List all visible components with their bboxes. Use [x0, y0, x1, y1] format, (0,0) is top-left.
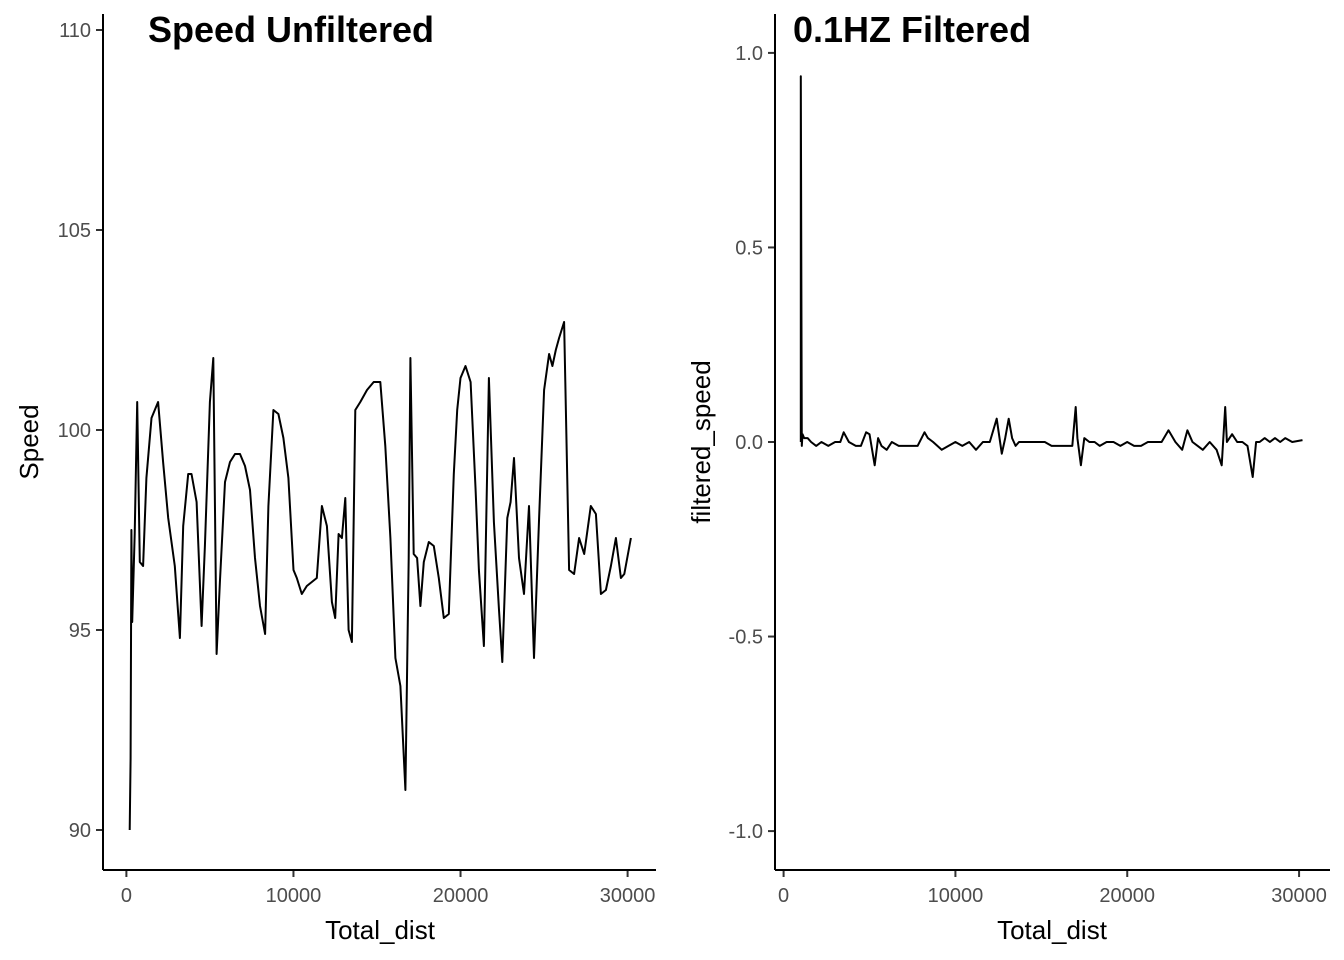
x-tick-label: 10000 — [928, 885, 984, 907]
y-tick-label: 105 — [58, 220, 91, 242]
x-axis-ticks: 0 10000 20000 30000 — [121, 870, 656, 907]
filtered-speed-series-line — [799, 75, 1303, 478]
y-tick-label: 110 — [59, 20, 91, 42]
x-tick-label: 20000 — [1099, 885, 1155, 907]
x-tick-label: 20000 — [433, 885, 489, 907]
x-tick-label: 10000 — [266, 885, 322, 907]
x-tick-label: 0 — [778, 885, 789, 907]
y-tick-label: 100 — [58, 420, 91, 442]
x-axis-label: Total_dist — [997, 915, 1108, 945]
y-axis-ticks: -1.0 -0.5 0.0 0.5 1.0 — [729, 43, 775, 843]
x-axis-ticks: 0 10000 20000 30000 — [778, 870, 1327, 907]
panel-title: Speed Unfiltered — [148, 9, 434, 50]
y-axis-label: Speed — [14, 404, 44, 479]
y-axis-label: filtered_speed — [686, 360, 716, 523]
y-tick-label: -0.5 — [729, 627, 763, 649]
speed-series-line — [128, 321, 632, 831]
speed-unfiltered-panel: 90 95 100 105 110 0 10000 20000 30000 Speed Unf… — [14, 9, 656, 945]
filtered-panel: -1.0 -0.5 0.0 0.5 1.0 0 10000 20000 30000 0.1HZ… — [686, 9, 1330, 945]
x-tick-label: 0 — [121, 885, 132, 907]
x-axis-label: Total_dist — [325, 915, 436, 945]
y-tick-label: 0.5 — [735, 237, 763, 259]
y-tick-label: 0.0 — [735, 432, 763, 454]
x-tick-label: 30000 — [600, 885, 656, 907]
y-axis-ticks: 90 95 100 105 110 — [58, 20, 103, 842]
y-tick-label: 90 — [69, 820, 91, 842]
panel-title: 0.1HZ Filtered — [793, 9, 1031, 50]
y-tick-label: 95 — [69, 620, 91, 642]
x-tick-label: 30000 — [1271, 885, 1327, 907]
y-tick-label: 1.0 — [735, 43, 763, 65]
y-tick-label: -1.0 — [729, 821, 763, 843]
